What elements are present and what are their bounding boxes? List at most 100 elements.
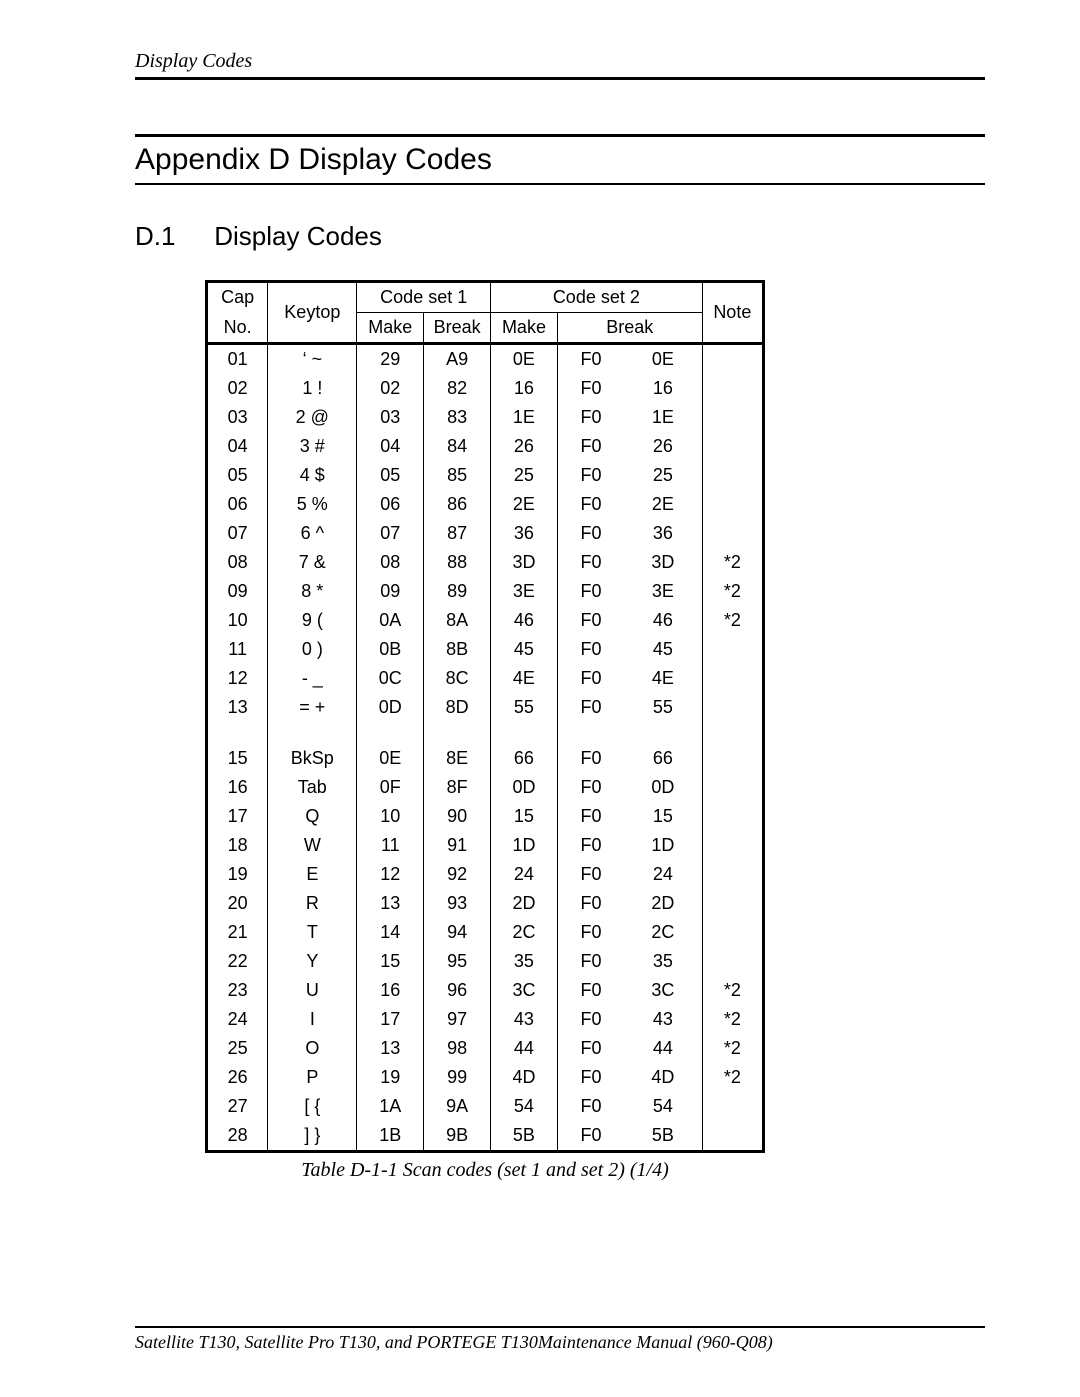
cell-break2b: 66 bbox=[624, 744, 702, 773]
cell-make2: 35 bbox=[491, 947, 558, 976]
table-row: 26P19994DF04D*2 bbox=[207, 1063, 764, 1092]
cell-make2: 25 bbox=[491, 461, 558, 490]
scan-codes-table-wrap: Cap Keytop Code set 1 Code set 2 Note No… bbox=[205, 280, 765, 1153]
table-row: 18W11911DF01D bbox=[207, 831, 764, 860]
th-keytop: Keytop bbox=[268, 282, 357, 344]
cell-keytop: R bbox=[268, 889, 357, 918]
table-row: 22Y159535F035 bbox=[207, 947, 764, 976]
th-cap-no: No. bbox=[207, 313, 268, 344]
cell-make1: 0A bbox=[357, 606, 424, 635]
cell-make2: 3C bbox=[491, 976, 558, 1005]
cell-break1: 90 bbox=[424, 802, 491, 831]
table-row: 098 *09893EF03E*2 bbox=[207, 577, 764, 606]
cell-make2: 0D bbox=[491, 773, 558, 802]
table-caption: Table D-1-1 Scan codes (set 1 and set 2)… bbox=[205, 1159, 765, 1182]
cell-cap: 02 bbox=[207, 374, 268, 403]
cell-break2a: F0 bbox=[557, 918, 624, 947]
cell-keytop: P bbox=[268, 1063, 357, 1092]
cell-break1: 85 bbox=[424, 461, 491, 490]
cell-break2a: F0 bbox=[557, 1092, 624, 1121]
cell-make2: 54 bbox=[491, 1092, 558, 1121]
cell-make2: 1D bbox=[491, 831, 558, 860]
cell-make2: 3D bbox=[491, 548, 558, 577]
cell-break2a: F0 bbox=[557, 860, 624, 889]
cell-break1: A9 bbox=[424, 344, 491, 375]
cell-keytop: Q bbox=[268, 802, 357, 831]
cell-break1: 8C bbox=[424, 664, 491, 693]
cell-make1: 16 bbox=[357, 976, 424, 1005]
cell-break2b: 0E bbox=[624, 344, 702, 375]
table-row: 110 )0B8B45F045 bbox=[207, 635, 764, 664]
cell-make1: 13 bbox=[357, 889, 424, 918]
cell-make1: 11 bbox=[357, 831, 424, 860]
cell-note: *2 bbox=[702, 976, 763, 1005]
th-make1: Make bbox=[357, 313, 424, 344]
cell-break2b: 4E bbox=[624, 664, 702, 693]
cell-keytop: BkSp bbox=[268, 744, 357, 773]
cell-make2: 4E bbox=[491, 664, 558, 693]
scan-codes-table: Cap Keytop Code set 1 Code set 2 Note No… bbox=[205, 280, 765, 1153]
cell-break1: 9A bbox=[424, 1092, 491, 1121]
cell-break2a: F0 bbox=[557, 773, 624, 802]
subsection-title: Display Codes bbox=[214, 221, 382, 251]
cell-break2a: F0 bbox=[557, 693, 624, 722]
table-row: 28] }1B9B5BF05B bbox=[207, 1121, 764, 1152]
table-row: 01‘ ~29A90EF00E bbox=[207, 344, 764, 375]
cell-cap: 04 bbox=[207, 432, 268, 461]
table-row: 20R13932DF02D bbox=[207, 889, 764, 918]
cell-make1: 04 bbox=[357, 432, 424, 461]
cell-break1: 83 bbox=[424, 403, 491, 432]
table-row: 23U16963CF03C*2 bbox=[207, 976, 764, 1005]
cell-break2a: F0 bbox=[557, 802, 624, 831]
th-break1: Break bbox=[424, 313, 491, 344]
cell-break1: 82 bbox=[424, 374, 491, 403]
table-row: 065 %06862EF02E bbox=[207, 490, 764, 519]
cell-break1: 8F bbox=[424, 773, 491, 802]
cell-keytop: 5 % bbox=[268, 490, 357, 519]
cell-break2b: 2D bbox=[624, 889, 702, 918]
cell-keytop: 2 @ bbox=[268, 403, 357, 432]
cell-cap: 27 bbox=[207, 1092, 268, 1121]
cell-cap: 15 bbox=[207, 744, 268, 773]
cell-make1: 14 bbox=[357, 918, 424, 947]
cell-break2a: F0 bbox=[557, 664, 624, 693]
cell-break2a: F0 bbox=[557, 344, 624, 375]
cell-note bbox=[702, 860, 763, 889]
cell-keytop: 1 ! bbox=[268, 374, 357, 403]
cell-break1: 95 bbox=[424, 947, 491, 976]
cell-make1: 10 bbox=[357, 802, 424, 831]
cell-break2b: 45 bbox=[624, 635, 702, 664]
cell-make2: 24 bbox=[491, 860, 558, 889]
cell-note: *2 bbox=[702, 548, 763, 577]
cell-keytop: 4 $ bbox=[268, 461, 357, 490]
cell-break2b: 55 bbox=[624, 693, 702, 722]
cell-note bbox=[702, 947, 763, 976]
cell-cap: 13 bbox=[207, 693, 268, 722]
cell-cap: 05 bbox=[207, 461, 268, 490]
cell-keytop: ‘ ~ bbox=[268, 344, 357, 375]
table-row: 21T14942CF02C bbox=[207, 918, 764, 947]
cell-break2b: 35 bbox=[624, 947, 702, 976]
cell-make1: 1B bbox=[357, 1121, 424, 1152]
cell-cap: 23 bbox=[207, 976, 268, 1005]
th-cap: Cap bbox=[207, 282, 268, 313]
cell-keytop: 6 ^ bbox=[268, 519, 357, 548]
cell-make2: 16 bbox=[491, 374, 558, 403]
cell-break2a: F0 bbox=[557, 976, 624, 1005]
th-break2: Break bbox=[557, 313, 702, 344]
cell-note: *2 bbox=[702, 1005, 763, 1034]
appendix-title: Appendix D Display Codes bbox=[135, 143, 985, 185]
th-note: Note bbox=[702, 282, 763, 344]
table-row: 13= +0D8D55F055 bbox=[207, 693, 764, 722]
cell-break1: 8E bbox=[424, 744, 491, 773]
appendix-title-block: Appendix D Display Codes bbox=[135, 134, 985, 185]
cell-make1: 29 bbox=[357, 344, 424, 375]
cell-break2b: 46 bbox=[624, 606, 702, 635]
cell-cap: 11 bbox=[207, 635, 268, 664]
cell-make2: 4D bbox=[491, 1063, 558, 1092]
cell-break1: 8A bbox=[424, 606, 491, 635]
cell-make1: 0D bbox=[357, 693, 424, 722]
cell-break2b: 2C bbox=[624, 918, 702, 947]
cell-make2: 0E bbox=[491, 344, 558, 375]
cell-make2: 55 bbox=[491, 693, 558, 722]
